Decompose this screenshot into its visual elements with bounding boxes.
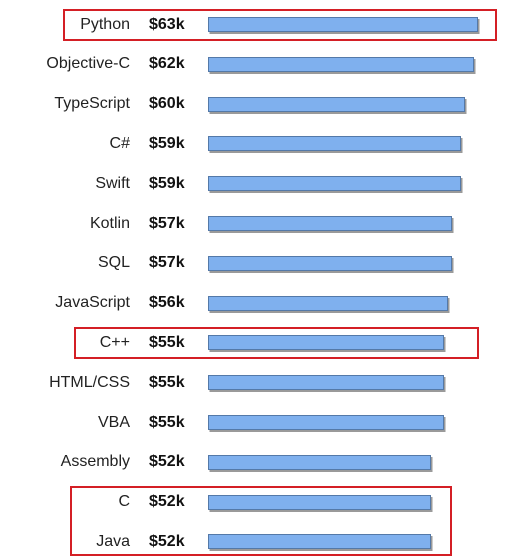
category-label: Java [96,532,130,550]
bar [208,534,431,550]
highlight-box [70,486,452,556]
category-label: C++ [99,333,130,351]
category-label: TypeScript [54,95,130,113]
bar [208,494,431,510]
category-label: C [118,493,130,511]
category-label: Python [80,15,130,33]
bar [208,335,444,351]
category-label: HTML/CSS [49,373,130,391]
value-label: $59k [149,174,185,192]
bar [208,454,431,470]
highlight-box [63,8,497,41]
value-label: $63k [149,15,185,33]
bar [208,56,474,72]
bar [208,216,453,231]
category-label: Assembly [60,453,130,471]
bar [208,415,444,430]
highlight-box [74,326,479,359]
bar [208,176,461,192]
value-label: $59k [149,134,185,152]
category-label: Objective-C [46,55,130,73]
value-label: $57k [149,214,185,232]
category-label: SQL [97,254,130,272]
value-label: $55k [149,413,185,431]
category-label: Swift [95,174,130,192]
bar [208,17,478,32]
value-label: $60k [149,95,185,113]
value-label: $52k [149,532,185,550]
value-label: $55k [149,333,185,351]
value-label: $55k [149,373,185,391]
bar [208,96,466,112]
category-label: VBA [97,413,130,431]
category-label: Kotlin [89,214,130,232]
bar [208,295,448,311]
value-label: $56k [149,294,185,312]
category-label: JavaScript [55,294,130,312]
value-label: $62k [149,55,185,73]
value-label: $57k [149,254,185,272]
value-label: $52k [149,493,185,511]
bar [208,375,444,391]
bar [208,136,461,152]
bar [208,255,453,271]
category-label: C# [109,134,130,152]
value-label: $52k [149,453,185,471]
